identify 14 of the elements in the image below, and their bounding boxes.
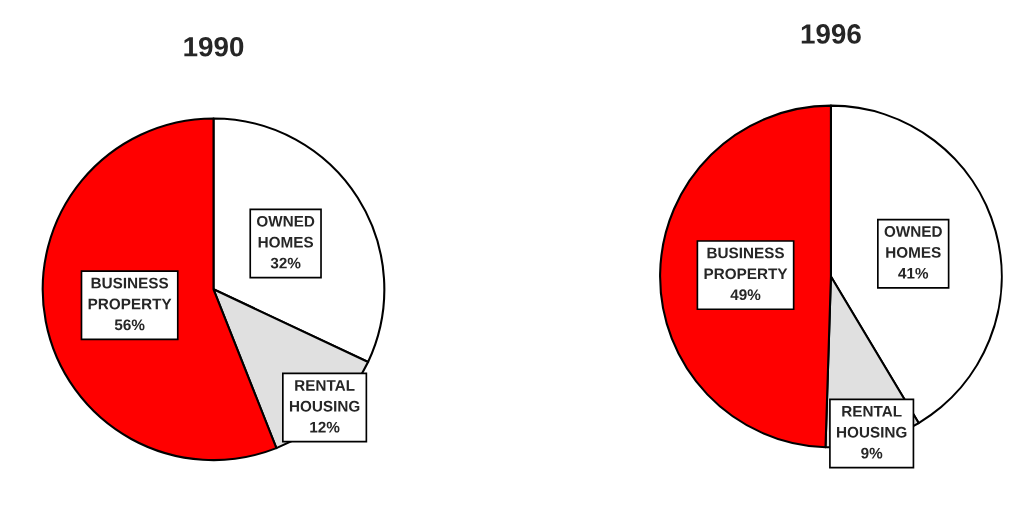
data-label: 56% bbox=[114, 319, 145, 331]
slice-label: BUSINESS PROPERTY bbox=[88, 277, 172, 310]
slice-label: OWNED HOMES bbox=[256, 215, 315, 248]
data-label: 12% bbox=[310, 421, 340, 433]
chart-title: 1996 bbox=[801, 24, 861, 44]
data-label: 49% bbox=[730, 289, 761, 301]
data-label: 9% bbox=[861, 447, 883, 459]
data-label: 32% bbox=[270, 257, 301, 269]
chart-title: 1990 bbox=[184, 36, 244, 57]
slice-label: RENTAL HOUSING bbox=[837, 406, 907, 438]
slice-label: OWNED HOMES bbox=[884, 226, 942, 258]
slice-label: BUSINESS PROPERTY bbox=[704, 247, 788, 280]
data-label: 41% bbox=[898, 267, 929, 279]
slice-label: RENTAL HOUSING bbox=[289, 380, 360, 412]
